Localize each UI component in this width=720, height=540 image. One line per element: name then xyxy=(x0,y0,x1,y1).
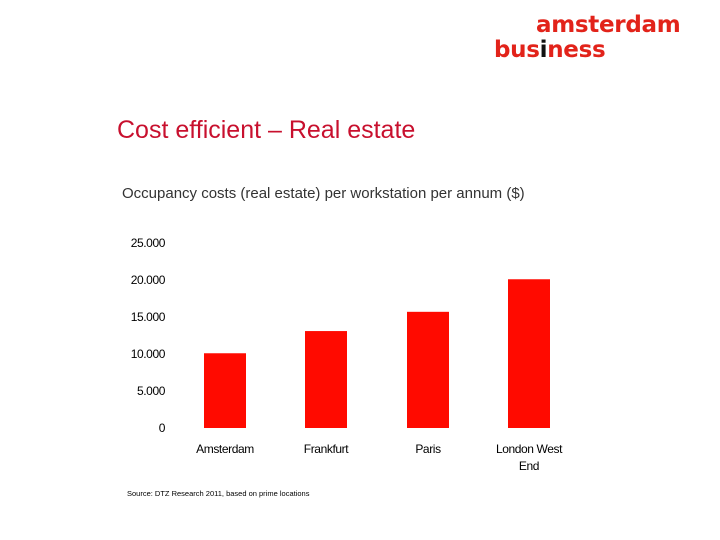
x-tick-label-line: Frankfurt xyxy=(304,442,349,456)
bar xyxy=(305,331,347,428)
bar xyxy=(204,353,246,428)
x-tick-label: Frankfurt xyxy=(304,442,349,456)
bar xyxy=(407,311,449,428)
bars xyxy=(204,279,550,428)
logo-part-ness: ness xyxy=(547,37,606,63)
amsterdam-business-logo: amsterdam business xyxy=(494,10,694,66)
y-tick-label: 10.000 xyxy=(131,347,166,361)
x-tick-label: Amsterdam xyxy=(196,442,254,456)
logo-part-i: i xyxy=(539,37,548,63)
y-tick-label: 5.000 xyxy=(137,384,166,398)
x-tick-label: Paris xyxy=(415,442,441,456)
slide-title: Cost efficient – Real estate xyxy=(117,116,416,144)
y-axis: 0 5.000 10.000 15.000 20.000 25.000 xyxy=(131,236,166,435)
y-tick-label: 25.000 xyxy=(131,236,166,250)
chart-subtitle: Occupancy costs (real estate) per workst… xyxy=(122,185,525,202)
bar-chart: 0 5.000 10.000 15.000 20.000 25.000 Amsterdam… xyxy=(131,236,564,473)
x-tick-label-line: Paris xyxy=(415,442,441,456)
x-tick-label: London West End xyxy=(496,442,563,473)
y-tick-label: 15.000 xyxy=(131,310,166,324)
x-tick-label-line: London West xyxy=(496,442,563,456)
x-axis: Amsterdam Frankfurt Paris London West End xyxy=(196,442,563,473)
y-tick-label: 0 xyxy=(159,421,166,435)
x-tick-label-line: Amsterdam xyxy=(196,442,254,456)
source-note: Source: DTZ Research 2011, based on prim… xyxy=(127,489,310,498)
logo-line-business: business xyxy=(494,37,606,63)
y-tick-label: 20.000 xyxy=(131,273,166,287)
logo-line-amsterdam: amsterdam xyxy=(536,12,681,38)
bar xyxy=(508,279,550,428)
logo-part-bus: bus xyxy=(494,37,540,63)
x-tick-label-line: End xyxy=(519,459,539,473)
